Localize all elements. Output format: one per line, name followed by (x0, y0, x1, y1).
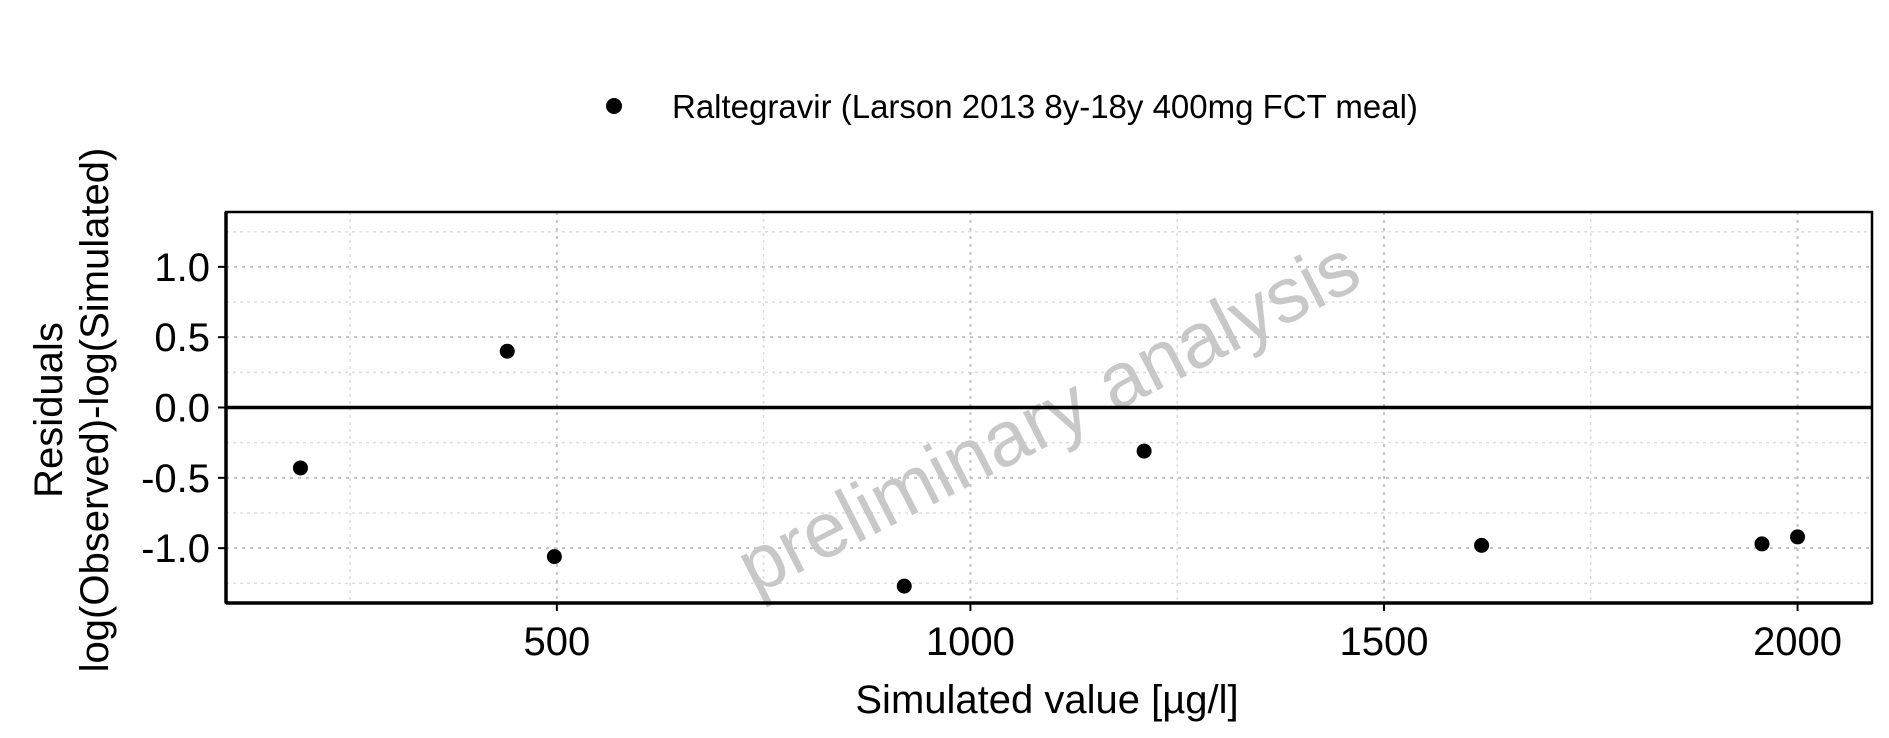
data-point (1754, 536, 1770, 552)
y-tick-label: 1.0 (154, 246, 210, 290)
y-axis-ticks: 1.0 0.5 0.0 -0.5 -1.0 (141, 246, 226, 571)
y-tick-label: 0.5 (154, 316, 210, 360)
data-point (499, 343, 515, 359)
x-tick-label: 500 (523, 620, 590, 664)
y-tick-label: 0.0 (154, 387, 210, 431)
data-point (546, 549, 562, 565)
y-axis-title-line-2: log(Observed)-log(Simulated) (73, 148, 117, 673)
x-tick-label: 1500 (1339, 620, 1428, 664)
data-point (1474, 537, 1490, 553)
legend-marker (606, 98, 622, 114)
x-axis-ticks: 500 1000 1500 2000 (523, 603, 1842, 664)
legend-label: Raltegravir (Larson 2013 8y-18y 400mg FC… (672, 88, 1418, 125)
data-point (292, 460, 308, 476)
data-point (1136, 443, 1152, 459)
y-tick-label: -1.0 (141, 527, 210, 571)
data-point (1790, 529, 1806, 545)
x-axis-title: Simulated value [µg/l] (855, 678, 1238, 722)
y-axis-title-line-1: Residuals (27, 322, 71, 498)
data-points (292, 343, 1806, 594)
minor-grid (226, 212, 1872, 603)
x-tick-label: 1000 (926, 620, 1015, 664)
y-axis-title: Residuals log(Observed)-log(Simulated) (27, 148, 117, 673)
y-tick-label: -0.5 (141, 457, 210, 501)
legend: Raltegravir (Larson 2013 8y-18y 400mg FC… (606, 88, 1418, 125)
x-tick-label: 2000 (1753, 620, 1842, 664)
data-point (896, 578, 912, 594)
